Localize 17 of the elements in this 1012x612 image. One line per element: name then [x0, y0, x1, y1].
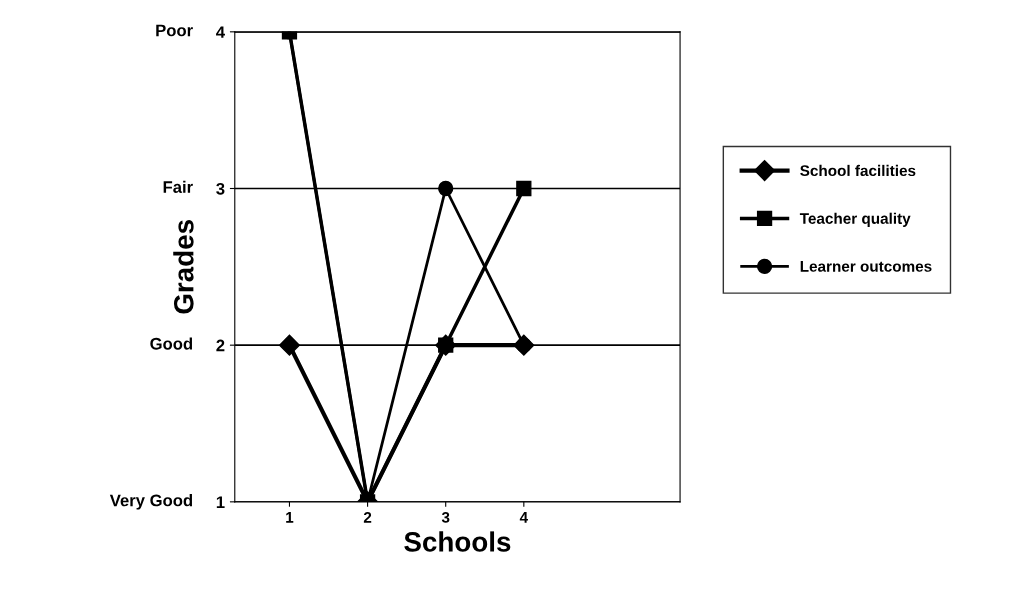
x-axis-title: Schools [404, 531, 511, 552]
text: Poor [156, 24, 193, 37]
x-tick-label: 3 [441, 511, 450, 523]
x-tick-label: 1 [286, 512, 294, 523]
text: Good [150, 337, 193, 350]
y-tick-label: 3 [216, 182, 225, 195]
x-tick-label: 2 [363, 511, 372, 523]
x-tick-label: 4 [519, 512, 528, 523]
legend-label: Learner outcomes [800, 261, 932, 272]
y-tick-label: 1 [216, 496, 225, 508]
y-tick-label: 2 [216, 339, 225, 352]
y-tick-label: 4 [216, 26, 225, 38]
y-axis-title: Grades [173, 220, 194, 314]
text: Very Good [109, 494, 193, 510]
legend-label: School facilities [800, 164, 916, 177]
text: Fair [163, 180, 193, 193]
legend-label: Teacher quality [799, 212, 911, 227]
